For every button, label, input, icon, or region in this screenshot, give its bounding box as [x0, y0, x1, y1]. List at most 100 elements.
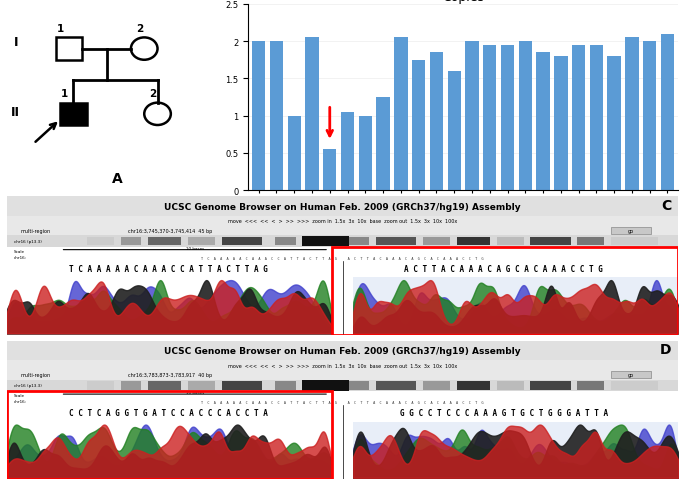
Bar — [341, 113, 354, 191]
Bar — [457, 381, 490, 390]
Bar — [7, 216, 678, 226]
Bar — [577, 381, 604, 390]
Bar — [7, 392, 332, 479]
Text: go: go — [628, 373, 634, 378]
Bar — [611, 372, 651, 378]
Bar — [359, 117, 372, 191]
Bar — [332, 247, 678, 335]
Bar — [270, 42, 283, 191]
Text: 1: 1 — [61, 89, 68, 99]
Bar — [7, 405, 678, 421]
Text: Female
control: Female control — [591, 269, 619, 288]
Text: chr16 (p13.3): chr16 (p13.3) — [14, 240, 41, 243]
Bar — [572, 46, 585, 191]
Bar — [536, 53, 550, 191]
Bar — [353, 422, 678, 478]
Bar — [302, 237, 336, 246]
Bar — [377, 98, 390, 191]
Bar — [353, 278, 678, 333]
Bar — [7, 226, 678, 236]
Bar — [302, 380, 349, 391]
Text: Patient: Patient — [343, 269, 370, 278]
Text: A: A — [112, 171, 123, 185]
Text: Patient's
mother: Patient's mother — [482, 269, 515, 288]
Text: T C A A A A A C A A A C C A T T A C T T A G: T C A A A A A C A A A C C A T T A C T T … — [68, 264, 267, 273]
Bar — [423, 237, 450, 246]
Bar — [288, 117, 301, 191]
Text: move  <<<  <<  <  >  >>  >>>  zoom in  1.5x  3x  10x  base  zoom out  1.5x  3x  : move <<< << < > >> >>> zoom in 1.5x 3x 1… — [228, 219, 457, 224]
Text: Scale: Scale — [14, 250, 25, 254]
Bar — [188, 381, 215, 390]
Bar — [222, 381, 262, 390]
Text: multi-region: multi-region — [21, 373, 51, 378]
Bar — [7, 422, 332, 478]
Bar — [376, 237, 416, 246]
Text: Scale: Scale — [14, 393, 25, 398]
Bar — [501, 46, 514, 191]
Text: G G C C T C C C A A A G T G C T G G G A T T A: G G C C T C C C A A A G T G C T G G G A … — [399, 408, 608, 417]
Text: go: go — [628, 228, 634, 233]
Title: Copies: Copies — [442, 0, 484, 4]
Bar — [148, 381, 182, 390]
Text: II: II — [11, 106, 21, 119]
Bar — [302, 381, 336, 390]
Bar — [429, 53, 443, 191]
Bar — [88, 237, 114, 246]
Bar — [88, 381, 114, 390]
Bar — [121, 237, 141, 246]
Bar — [349, 381, 369, 390]
Text: chr16:: chr16: — [14, 399, 27, 403]
Bar — [7, 361, 678, 370]
Bar — [376, 381, 416, 390]
Text: T  C  A  A  A  A  A  C  A  A  A  C  C  A  T  T  A  C  T  T  A  G     A  C  T  T : T C A A A A A C A A A C C A T T A C T T … — [201, 401, 484, 405]
Bar — [222, 237, 262, 246]
Bar — [590, 46, 603, 191]
Bar — [60, 104, 86, 126]
Text: UCSC Genome Browser on Human Feb. 2009 (GRCh37/hg19) Assembly: UCSC Genome Browser on Human Feb. 2009 (… — [164, 347, 521, 355]
Text: 10 bases: 10 bases — [186, 246, 204, 250]
Bar — [465, 42, 479, 191]
Bar — [608, 57, 621, 191]
Bar — [7, 261, 678, 276]
Bar — [323, 150, 336, 191]
Bar — [447, 72, 461, 191]
Bar — [625, 38, 638, 191]
Bar — [7, 278, 332, 333]
Text: chr16:: chr16: — [14, 255, 27, 259]
Bar — [483, 46, 497, 191]
Text: 10 bases: 10 bases — [186, 390, 204, 394]
Text: A C T T A C A A A C A G C A C A A A C C T G: A C T T A C A A A C A G C A C A A A C C … — [404, 264, 603, 273]
Bar — [577, 237, 604, 246]
Bar — [302, 236, 349, 247]
Bar — [7, 341, 678, 361]
Bar — [7, 276, 678, 335]
Text: C C T C A G G T G A T C C A C C C A C C T A: C C T C A G G T G A T C C A C C C A C C … — [68, 408, 267, 417]
Bar — [7, 197, 678, 216]
Bar — [457, 237, 490, 246]
Bar — [148, 237, 182, 246]
Bar — [423, 381, 450, 390]
Bar — [554, 57, 567, 191]
Bar — [252, 42, 265, 191]
Bar — [519, 42, 532, 191]
Text: Patient's
father: Patient's father — [411, 269, 444, 288]
Bar — [7, 236, 678, 247]
Text: 2: 2 — [149, 89, 156, 99]
Bar — [497, 381, 524, 390]
Bar — [7, 380, 678, 392]
Bar — [530, 237, 571, 246]
Bar — [306, 38, 319, 191]
Text: chr16 (p13.3): chr16 (p13.3) — [14, 384, 41, 388]
Text: B: B — [667, 0, 678, 1]
Bar — [661, 34, 674, 191]
Bar — [7, 247, 678, 261]
Text: D: D — [660, 343, 671, 357]
Text: 1: 1 — [57, 24, 64, 34]
Text: chr16:3,783,873-3,783,917  40 bp: chr16:3,783,873-3,783,917 40 bp — [127, 373, 212, 378]
Text: UCSC Genome Browser on Human Feb. 2009 (GRCh37/hg19) Assembly: UCSC Genome Browser on Human Feb. 2009 (… — [164, 202, 521, 211]
Bar — [7, 370, 678, 380]
Bar — [7, 392, 678, 405]
Text: move  <<<  <<  <  >  >>  >>>  zoom in  1.5x  3x  10x  base  zoom out  1.5x  3x  : move <<< << < > >> >>> zoom in 1.5x 3x 1… — [228, 363, 457, 368]
Bar — [349, 237, 369, 246]
Bar — [611, 227, 651, 234]
